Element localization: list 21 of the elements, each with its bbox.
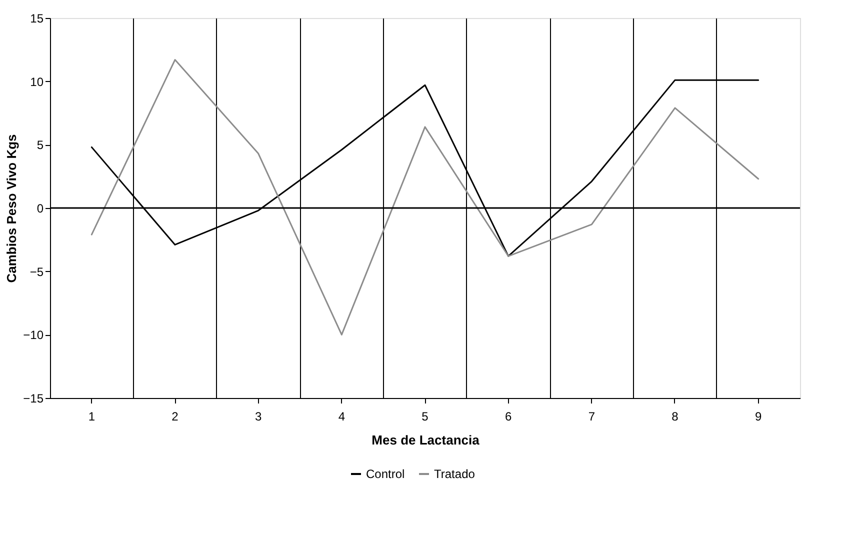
y-tick-label: 0 (36, 202, 44, 216)
x-tick-label: 6 (504, 410, 512, 424)
x-axis-title: Mes de Lactancia (372, 432, 480, 448)
x-tick-label: 4 (338, 410, 346, 424)
y-tick-label: −10 (23, 328, 44, 342)
x-tick-label: 8 (672, 410, 679, 424)
x-tick-label: 1 (88, 410, 96, 424)
line-series (90, 59, 760, 336)
legend-label: Control (366, 467, 405, 481)
y-tick-label: 15 (30, 12, 44, 26)
y-axis-title: Cambios Peso Vivo Kgs (4, 134, 20, 283)
y-tick-label: 10 (30, 74, 44, 89)
legend-label: Tratado (434, 467, 476, 481)
x-tick-label: 3 (254, 410, 262, 424)
x-tick-label: 7 (588, 410, 596, 424)
y-tick-label: 5 (36, 138, 44, 152)
y-tick-label: −5 (30, 264, 44, 279)
x-tick-label: 2 (172, 410, 179, 424)
x-tick-label: 9 (754, 410, 762, 424)
x-tick-label: 5 (422, 410, 429, 424)
y-tick-label: −15 (23, 392, 44, 406)
